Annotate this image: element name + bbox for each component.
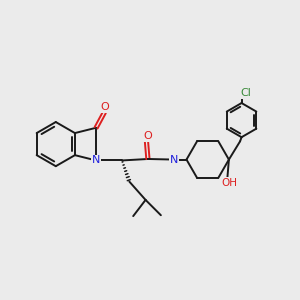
Text: Cl: Cl	[241, 88, 251, 98]
Text: O: O	[101, 102, 110, 112]
Text: N: N	[169, 154, 178, 165]
Text: N: N	[92, 155, 100, 166]
Text: OH: OH	[222, 178, 238, 188]
Text: O: O	[143, 131, 152, 141]
